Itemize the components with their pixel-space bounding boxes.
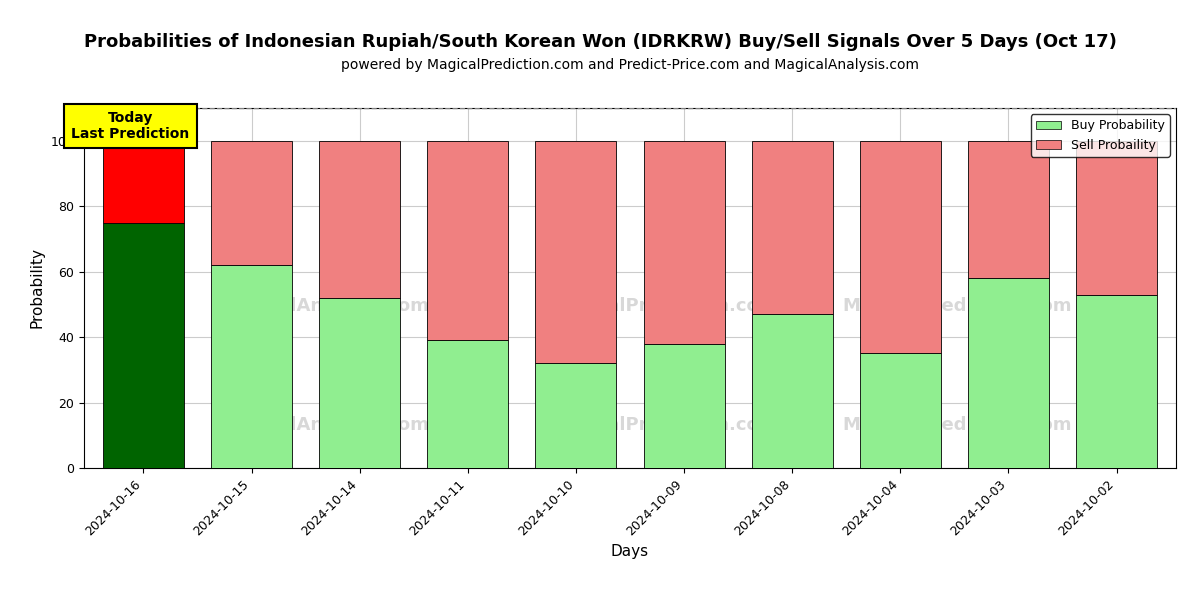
Title: powered by MagicalPrediction.com and Predict-Price.com and MagicalAnalysis.com: powered by MagicalPrediction.com and Pre… <box>341 58 919 72</box>
Text: MagicalPrediction.com: MagicalPrediction.com <box>548 297 778 315</box>
Text: Probabilities of Indonesian Rupiah/South Korean Won (IDRKRW) Buy/Sell Signals Ov: Probabilities of Indonesian Rupiah/South… <box>84 33 1116 51</box>
Bar <box>643 344 725 468</box>
Bar <box>751 141 833 314</box>
Bar <box>751 314 833 468</box>
Bar <box>1076 295 1157 468</box>
Bar <box>211 141 292 265</box>
Text: MagicalPrediction.com: MagicalPrediction.com <box>842 416 1073 434</box>
X-axis label: Days: Days <box>611 544 649 559</box>
Bar <box>319 298 401 468</box>
Legend: Buy Probability, Sell Probaility: Buy Probability, Sell Probaility <box>1031 114 1170 157</box>
Bar <box>1076 141 1157 295</box>
Bar <box>968 278 1049 468</box>
Bar <box>535 141 617 363</box>
Text: MagicalPrediction.com: MagicalPrediction.com <box>548 416 778 434</box>
Bar <box>103 223 184 468</box>
Bar <box>643 141 725 344</box>
Bar <box>535 363 617 468</box>
Bar <box>427 340 509 468</box>
Text: Today
Last Prediction: Today Last Prediction <box>71 111 190 142</box>
Bar <box>859 141 941 353</box>
Text: MagicalPrediction.com: MagicalPrediction.com <box>842 297 1073 315</box>
Bar <box>427 141 509 340</box>
Bar <box>859 353 941 468</box>
Bar <box>319 141 401 298</box>
Bar <box>968 141 1049 278</box>
Text: MagicalAnalysis.com: MagicalAnalysis.com <box>220 297 430 315</box>
Bar <box>103 141 184 223</box>
Bar <box>211 265 292 468</box>
Y-axis label: Probability: Probability <box>30 247 44 329</box>
Text: MagicalAnalysis.com: MagicalAnalysis.com <box>220 416 430 434</box>
